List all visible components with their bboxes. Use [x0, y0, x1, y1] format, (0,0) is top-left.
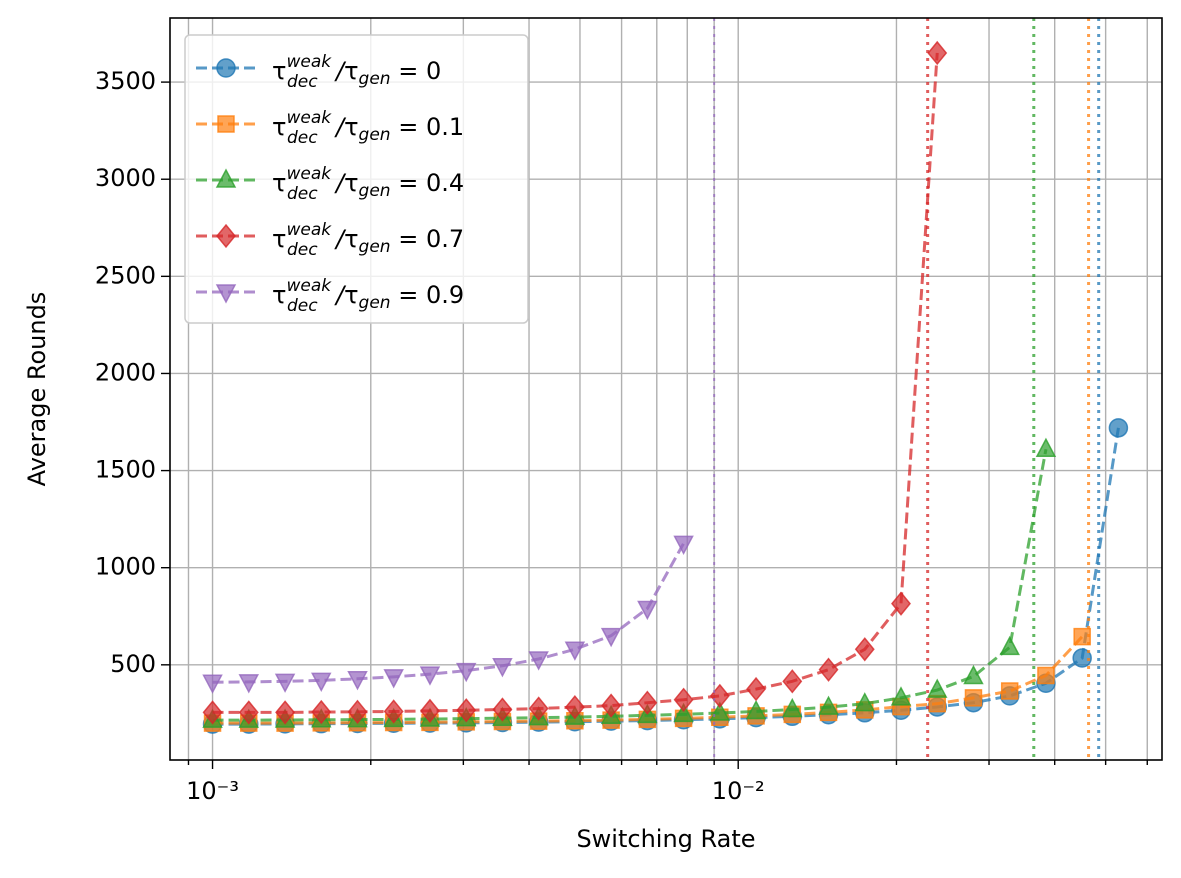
- marker: [311, 672, 332, 692]
- series-line: [212, 542, 685, 684]
- marker: [782, 697, 803, 718]
- marker: [528, 696, 549, 721]
- marker: [383, 669, 404, 689]
- marker: [601, 693, 622, 718]
- marker: [202, 700, 223, 725]
- marker: [528, 651, 549, 671]
- marker: [238, 700, 259, 725]
- y-axis-label: Average Rounds: [23, 292, 51, 487]
- marker: [274, 673, 296, 693]
- marker: [963, 664, 984, 685]
- x-tick-label: 10⁻²: [712, 777, 765, 805]
- marker: [420, 698, 440, 724]
- marker: [275, 700, 296, 725]
- marker: [217, 115, 235, 133]
- marker: [673, 687, 694, 712]
- marker: [745, 699, 767, 720]
- marker: [238, 674, 260, 694]
- marker: [564, 694, 585, 720]
- y-tick-label: 1500: [95, 456, 156, 484]
- marker: [1037, 666, 1055, 685]
- marker: [854, 637, 875, 662]
- y-tick-label: 500: [110, 650, 156, 678]
- marker: [455, 662, 477, 683]
- marker: [964, 689, 983, 707]
- marker: [202, 674, 223, 694]
- marker: [347, 671, 368, 691]
- marker: [637, 600, 658, 621]
- marker: [1073, 627, 1091, 646]
- marker: [746, 676, 767, 702]
- legend-label: τweak dec/τgen = 0.1: [272, 108, 464, 148]
- marker: [456, 698, 477, 723]
- marker: [928, 694, 946, 713]
- x-axis-label: Switching Rate: [576, 825, 755, 853]
- marker: [215, 168, 237, 188]
- y-tick-label: 1000: [95, 553, 156, 581]
- marker: [818, 657, 839, 682]
- series-line: [212, 448, 1048, 722]
- marker: [709, 701, 731, 721]
- marker: [216, 223, 236, 249]
- marker: [890, 686, 912, 706]
- marker: [782, 669, 803, 694]
- marker: [311, 699, 332, 725]
- marker: [818, 695, 839, 715]
- legend-label: τweak dec/τgen = 0: [272, 52, 441, 92]
- marker: [891, 591, 911, 616]
- legend-label: τweak dec/τgen = 0.9: [272, 276, 464, 316]
- y-tick-label: 3000: [95, 164, 156, 192]
- marker: [215, 284, 237, 304]
- marker: [926, 678, 948, 698]
- legend-box: [184, 34, 529, 324]
- marker: [492, 658, 513, 678]
- plot-frame: [169, 17, 1163, 761]
- marker: [419, 666, 441, 686]
- marker: [216, 58, 236, 78]
- marker: [673, 535, 694, 556]
- y-tick-label: 3500: [95, 67, 156, 95]
- y-tick-label: 2500: [95, 261, 156, 289]
- legend-label: τweak dec/τgen = 0.7: [272, 220, 464, 260]
- marker: [673, 702, 694, 723]
- marker: [564, 641, 586, 661]
- marker: [383, 699, 404, 724]
- marker: [854, 692, 876, 712]
- x-tick-label: 10⁻³: [186, 777, 239, 805]
- legend: τweak dec/τgen = 0 τweak dec/τgen = 0.1 τwea…: [184, 34, 529, 324]
- marker: [927, 40, 948, 66]
- marker: [600, 627, 622, 648]
- legend-label: τweak dec/τgen = 0.4: [272, 164, 464, 204]
- marker: [637, 690, 658, 715]
- marker: [347, 699, 368, 725]
- marker: [492, 697, 513, 722]
- marker: [1108, 418, 1129, 438]
- y-tick-label: 2000: [95, 358, 156, 386]
- marker: [1072, 648, 1092, 668]
- marker: [1035, 437, 1057, 457]
- marker: [1000, 682, 1019, 700]
- marker: [999, 635, 1020, 656]
